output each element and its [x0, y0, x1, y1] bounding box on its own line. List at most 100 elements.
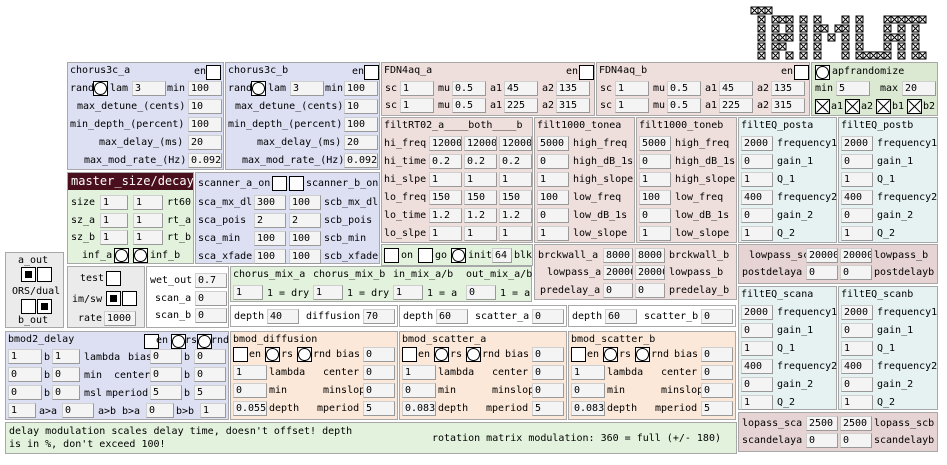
chorus-a-rand-bang[interactable] — [93, 81, 108, 96]
scanner-b-on-toggle[interactable] — [289, 176, 304, 191]
bmod-scatter-a-bias-number[interactable]: 0 — [532, 347, 564, 362]
master-inf-a-bang[interactable] — [114, 248, 129, 263]
tone-a-number[interactable]: 0 — [537, 154, 569, 169]
eq-scanb-number[interactable]: 1 — [841, 341, 873, 356]
chorus-b-lam-number[interactable]: 3 — [290, 81, 324, 96]
eq-posta-number[interactable]: 400 — [741, 190, 773, 205]
bmod2-number[interactable]: 1 — [52, 349, 80, 364]
chorus-a-enable-toggle[interactable] — [206, 65, 221, 80]
eq-postb-number[interactable]: 0 — [841, 208, 873, 223]
lowpass-a-number[interactable]: 20000 — [603, 265, 633, 280]
bmod-diffusion-bias-number[interactable]: 0 — [363, 347, 395, 362]
fdn-b-enable-toggle[interactable] — [794, 65, 809, 80]
tone-b-number[interactable]: 100 — [639, 190, 671, 205]
bmod2-number[interactable]: 1 — [200, 403, 226, 418]
filtrt-number[interactable]: 1 — [429, 172, 462, 187]
tone-b-number[interactable]: 0 — [639, 154, 671, 169]
bmod-scatter-a-number[interactable]: 1 — [402, 365, 436, 380]
scan-b-number[interactable]: 0 — [195, 308, 227, 323]
brckwall-a-number[interactable]: 8000 — [603, 248, 633, 263]
scatter-b-number[interactable]: 0 — [701, 309, 733, 324]
eq-scanb-number[interactable]: 0 — [841, 377, 873, 392]
apf-b1-toggle[interactable] — [876, 99, 891, 114]
bmod-diffusion-number[interactable]: 0 — [363, 383, 395, 398]
eq-posta-number[interactable]: 1 — [741, 172, 773, 187]
eq-scanb-number[interactable]: 1 — [841, 395, 873, 410]
fdn-b-a2-number[interactable]: 135 — [771, 81, 805, 96]
scatter-a-number[interactable]: 0 — [532, 309, 564, 324]
eq-scana-number[interactable]: 1 — [741, 341, 773, 356]
bmod2-number[interactable]: 0 — [52, 385, 80, 400]
lowpass-sca-number[interactable]: 20000 — [806, 248, 838, 263]
bmod2-rs-bang[interactable] — [171, 334, 186, 349]
bmod2-number[interactable]: 1 — [8, 403, 36, 418]
chorus-mix-a-number[interactable]: 1 — [233, 285, 263, 300]
blk-number[interactable]: 64 — [492, 248, 512, 263]
eq-postb-number[interactable]: 1 — [841, 226, 873, 241]
rate-number[interactable]: 1000 — [104, 311, 136, 326]
apf-a1-toggle[interactable] — [815, 99, 830, 114]
fdn-a-mu-number[interactable]: 0.5 — [452, 98, 486, 113]
scanner-b-number[interactable]: 100 — [289, 231, 321, 246]
eq-scanb-number[interactable]: 2000 — [841, 305, 873, 320]
predelay-b-number[interactable]: 0 — [635, 283, 665, 298]
chorus-a-lam-number[interactable]: 3 — [132, 81, 166, 96]
tone-a-number[interactable]: 100 — [537, 190, 569, 205]
bmod2-number[interactable]: 0 — [146, 403, 174, 418]
in-mix-number[interactable]: 1 — [393, 285, 423, 300]
tone-b-number[interactable]: 1 — [639, 226, 671, 241]
fdn-b-a1-number[interactable]: 45 — [719, 81, 753, 96]
filtrt-number[interactable]: 0.2 — [429, 154, 462, 169]
eq-posta-number[interactable]: 0 — [741, 154, 773, 169]
master-rt60-number[interactable]: 1 — [133, 195, 163, 210]
bmod2-number[interactable]: 0 — [150, 349, 182, 364]
bmod-scatter-b-number[interactable]: 0 — [701, 383, 733, 398]
scanner-a-number[interactable]: 100 — [254, 249, 286, 264]
chorus-b-min-number[interactable]: 100 — [344, 81, 378, 96]
bmod-scatter-b-rnd-bang[interactable] — [635, 347, 650, 362]
filtrt-number[interactable]: 12000 — [429, 136, 462, 151]
imsw-toggle-1[interactable] — [106, 291, 121, 306]
fdn-b-sc-number[interactable]: 1 — [615, 98, 649, 113]
scanner-b-number[interactable]: 100 — [289, 195, 321, 210]
chorus-b-rand-bang[interactable] — [251, 81, 266, 96]
tone-b-number[interactable]: 5000 — [639, 136, 671, 151]
diffusion-number[interactable]: 70 — [363, 309, 395, 324]
eq-postb-number[interactable]: 2000 — [841, 136, 873, 151]
filtrt-number[interactable]: 1.2 — [429, 208, 462, 223]
init-bang[interactable] — [451, 248, 466, 263]
bmod-scatter-a-number[interactable]: 0 — [532, 365, 564, 380]
eq-scana-number[interactable]: 2000 — [741, 305, 773, 320]
bmod-scatter-b-number[interactable]: 0 — [571, 383, 605, 398]
fdn-b-mu-number[interactable]: 0.5 — [667, 81, 701, 96]
bmod-diffusion-number[interactable]: 5 — [363, 401, 395, 416]
go-toggle[interactable] — [418, 248, 433, 263]
bmod2-number[interactable]: 5 — [194, 385, 226, 400]
bmod2-number[interactable]: 0 — [8, 385, 42, 400]
bmod-diffusion-number[interactable]: 1 — [233, 365, 267, 380]
eq-scanb-number[interactable]: 400 — [841, 359, 873, 374]
out-mix-number[interactable]: 0 — [466, 285, 496, 300]
scanner-a-number[interactable]: 2 — [254, 213, 286, 228]
filtrt-number[interactable]: 1.2 — [499, 208, 532, 223]
bmod2-number[interactable]: 0 — [62, 403, 94, 418]
chorus-a-row-number[interactable]: 20 — [188, 135, 222, 150]
b-out-toggle-2[interactable] — [37, 299, 52, 314]
depth-number[interactable]: 60 — [605, 309, 637, 324]
scan-a-number[interactable]: 0 — [195, 291, 227, 306]
tone-a-number[interactable]: 1 — [537, 172, 569, 187]
bmod-diffusion-rnd-bang[interactable] — [297, 347, 312, 362]
bmod2-en-toggle[interactable] — [144, 334, 159, 349]
bmod2-number[interactable]: 0 — [194, 349, 226, 364]
lowpass-scb-number[interactable]: 20000 — [840, 248, 872, 263]
eq-posta-number[interactable]: 0 — [741, 208, 773, 223]
lopass-sca-number[interactable]: 2500 — [806, 416, 838, 431]
filtrt-number[interactable]: 1 — [464, 172, 497, 187]
bmod-scatter-a-number[interactable]: 0 — [402, 383, 436, 398]
on-toggle[interactable] — [384, 248, 399, 263]
master-rta-number[interactable]: 1 — [133, 213, 163, 228]
fdn-a-sc-number[interactable]: 1 — [400, 98, 434, 113]
chorus-b-row-number[interactable]: 0.092 — [344, 153, 378, 168]
bmod-diffusion-en-toggle[interactable] — [233, 347, 248, 362]
master-rtb-number[interactable]: 1 — [133, 230, 163, 245]
